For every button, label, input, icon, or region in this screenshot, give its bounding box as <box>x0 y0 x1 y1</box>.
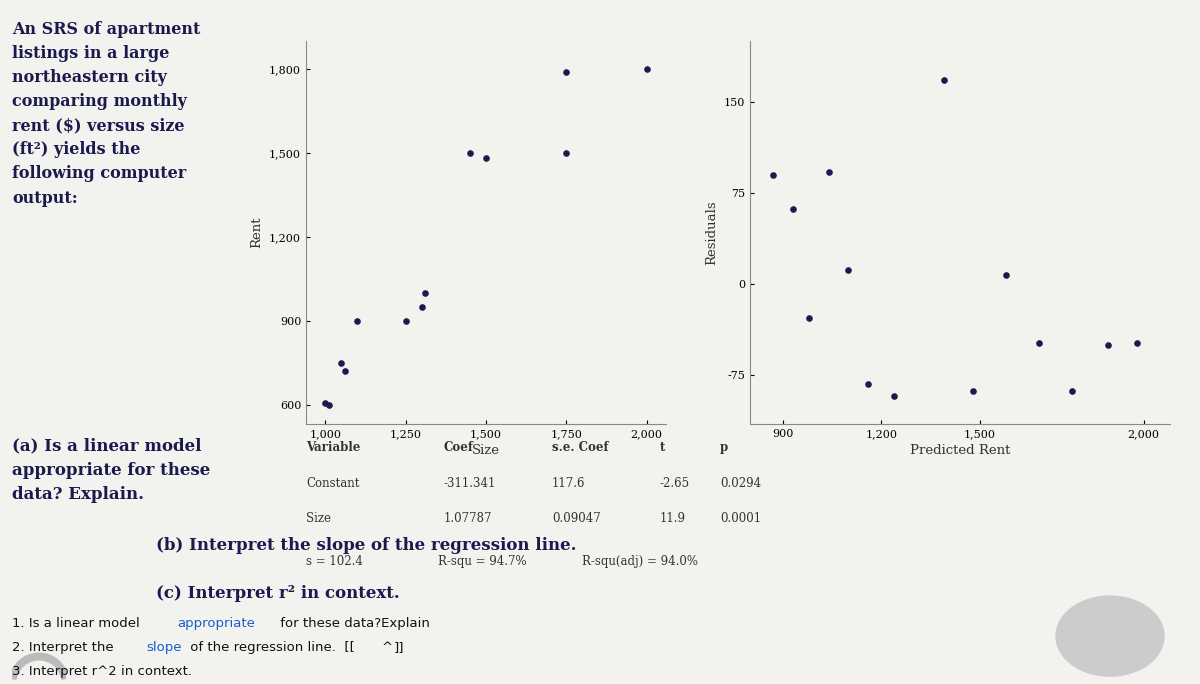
Text: Coef: Coef <box>444 441 474 454</box>
Text: for these data?Explain: for these data?Explain <box>276 617 430 630</box>
Y-axis label: Rent: Rent <box>251 217 264 248</box>
Point <box>839 264 858 275</box>
Text: Size: Size <box>306 512 331 525</box>
Text: Constant: Constant <box>306 477 359 490</box>
Point <box>476 153 496 164</box>
Point <box>1098 339 1117 350</box>
Point <box>820 167 839 178</box>
Text: s = 102.4: s = 102.4 <box>306 555 362 568</box>
Text: ^: ^ <box>382 641 392 654</box>
Point <box>637 64 656 75</box>
X-axis label: Predicted Rent: Predicted Rent <box>910 445 1010 458</box>
Text: Variable: Variable <box>306 441 360 454</box>
Text: 0.09047: 0.09047 <box>552 512 601 525</box>
Text: R-squ(adj) = 94.0%: R-squ(adj) = 94.0% <box>582 555 698 568</box>
Point <box>996 269 1015 280</box>
Point <box>858 378 877 389</box>
Y-axis label: Residuals: Residuals <box>706 200 719 265</box>
Text: 11.9: 11.9 <box>660 512 686 525</box>
Point <box>1062 386 1081 397</box>
Point <box>348 315 367 326</box>
Text: ]]: ]] <box>394 641 404 654</box>
Text: 0.0001: 0.0001 <box>720 512 761 525</box>
Text: An SRS of apartment
listings in a large
northeastern city
comparing monthly
rent: An SRS of apartment listings in a large … <box>12 21 200 207</box>
Point <box>415 287 434 298</box>
Point <box>461 148 480 159</box>
Text: 117.6: 117.6 <box>552 477 586 490</box>
Text: (b) Interpret the slope of the regression line.: (b) Interpret the slope of the regressio… <box>156 537 576 554</box>
Text: (a) Is a linear model
appropriate for these
data? Explain.: (a) Is a linear model appropriate for th… <box>12 438 210 503</box>
Text: 2. Interpret the: 2. Interpret the <box>12 641 118 654</box>
Text: p: p <box>720 441 728 454</box>
Text: appropriate: appropriate <box>178 617 256 630</box>
Point <box>396 315 415 326</box>
Circle shape <box>1056 596 1164 676</box>
Point <box>934 75 953 86</box>
Text: of the regression line.  [[: of the regression line. [[ <box>186 641 355 654</box>
Text: slope: slope <box>146 641 182 654</box>
Point <box>412 301 431 312</box>
Text: -311.341: -311.341 <box>444 477 497 490</box>
Text: t: t <box>660 441 665 454</box>
Point <box>799 313 818 324</box>
Text: R-squ = 94.7%: R-squ = 94.7% <box>438 555 527 568</box>
Point <box>335 365 354 376</box>
Text: (c) Interpret r² in context.: (c) Interpret r² in context. <box>156 585 400 602</box>
Text: -2.65: -2.65 <box>660 477 690 490</box>
Text: 3. Interpret r^2 in context.: 3. Interpret r^2 in context. <box>12 665 192 678</box>
Text: 1.07787: 1.07787 <box>444 512 492 525</box>
Point <box>331 357 350 368</box>
Point <box>784 203 803 214</box>
Point <box>557 66 576 77</box>
Point <box>319 399 338 410</box>
Point <box>557 148 576 159</box>
Point <box>763 170 782 181</box>
Point <box>964 386 983 397</box>
Point <box>1030 337 1049 348</box>
Wedge shape <box>10 653 68 679</box>
X-axis label: Size: Size <box>472 445 500 458</box>
Text: s.e. Coef: s.e. Coef <box>552 441 608 454</box>
Point <box>316 397 335 408</box>
Text: 0.0294: 0.0294 <box>720 477 761 490</box>
Text: 1. Is a linear model: 1. Is a linear model <box>12 617 144 630</box>
Point <box>1128 337 1147 348</box>
Point <box>884 391 904 402</box>
